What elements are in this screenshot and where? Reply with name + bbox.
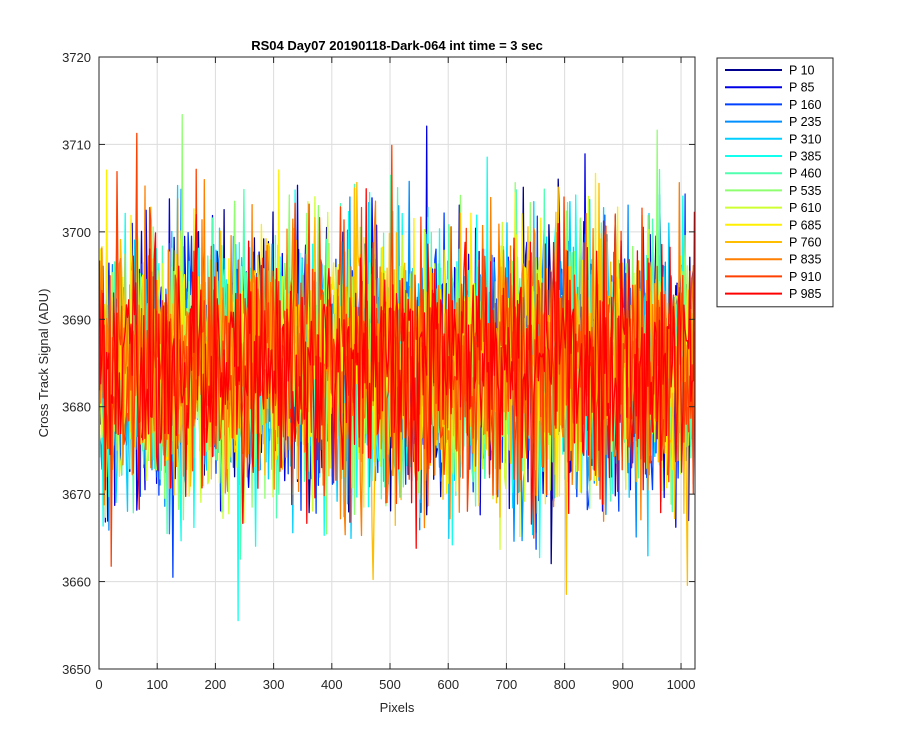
- x-tick-label: 400: [321, 677, 343, 692]
- x-tick-label: 900: [612, 677, 634, 692]
- y-tick-label: 3670: [62, 487, 91, 502]
- x-tick-label: 100: [146, 677, 168, 692]
- x-tick-label: 300: [263, 677, 285, 692]
- y-tick-label: 3680: [62, 400, 91, 415]
- legend: P 10 P 85 P 160 P 235 P 310 P 385 P 460 P 535 P …: [716, 57, 834, 308]
- series-line-p985: [98, 188, 696, 549]
- legend-label: P 160: [789, 98, 821, 112]
- x-tick-label: 700: [496, 677, 518, 692]
- chart-title: RS04 Day07 20190118-Dark-064 int time = …: [251, 38, 543, 53]
- x-tick-label: 1000: [667, 677, 696, 692]
- legend-label: P 385: [789, 150, 821, 164]
- legend-label: P 760: [789, 236, 821, 250]
- legend-box: [716, 57, 834, 308]
- axis-ticks: 0 100 200 300 400 500 600 700 800 900 1000 3650 3660…: [62, 50, 695, 692]
- legend-label: P 985: [789, 287, 821, 301]
- legend-label: P 85: [789, 81, 815, 95]
- y-tick-label: 3690: [62, 312, 91, 327]
- series-line-p910: [98, 132, 696, 567]
- legend-label: P 610: [789, 201, 821, 215]
- x-tick-label: 200: [205, 677, 227, 692]
- x-tick-label: 0: [95, 677, 102, 692]
- y-tick-label: 3660: [62, 575, 91, 590]
- legend-label: P 685: [789, 218, 821, 232]
- legend-label: P 10: [789, 64, 815, 78]
- legend-label: P 310: [789, 132, 821, 146]
- series-lines: [98, 113, 696, 622]
- x-axis-label: Pixels: [380, 700, 415, 715]
- y-tick-label: 3650: [62, 662, 91, 677]
- legend-label: P 835: [789, 253, 821, 267]
- x-tick-label: 500: [379, 677, 401, 692]
- y-axis-label: Cross Track Signal (ADU): [36, 289, 51, 438]
- y-tick-label: 3710: [62, 137, 91, 152]
- y-tick-label: 3720: [62, 50, 91, 65]
- legend-label: P 235: [789, 115, 821, 129]
- legend-label: P 460: [789, 167, 821, 181]
- x-tick-label: 800: [554, 677, 576, 692]
- y-tick-label: 3700: [62, 225, 91, 240]
- legend-label: P 535: [789, 184, 821, 198]
- legend-label: P 910: [789, 270, 821, 284]
- x-tick-label: 600: [437, 677, 459, 692]
- plot-frame: [98, 56, 696, 670]
